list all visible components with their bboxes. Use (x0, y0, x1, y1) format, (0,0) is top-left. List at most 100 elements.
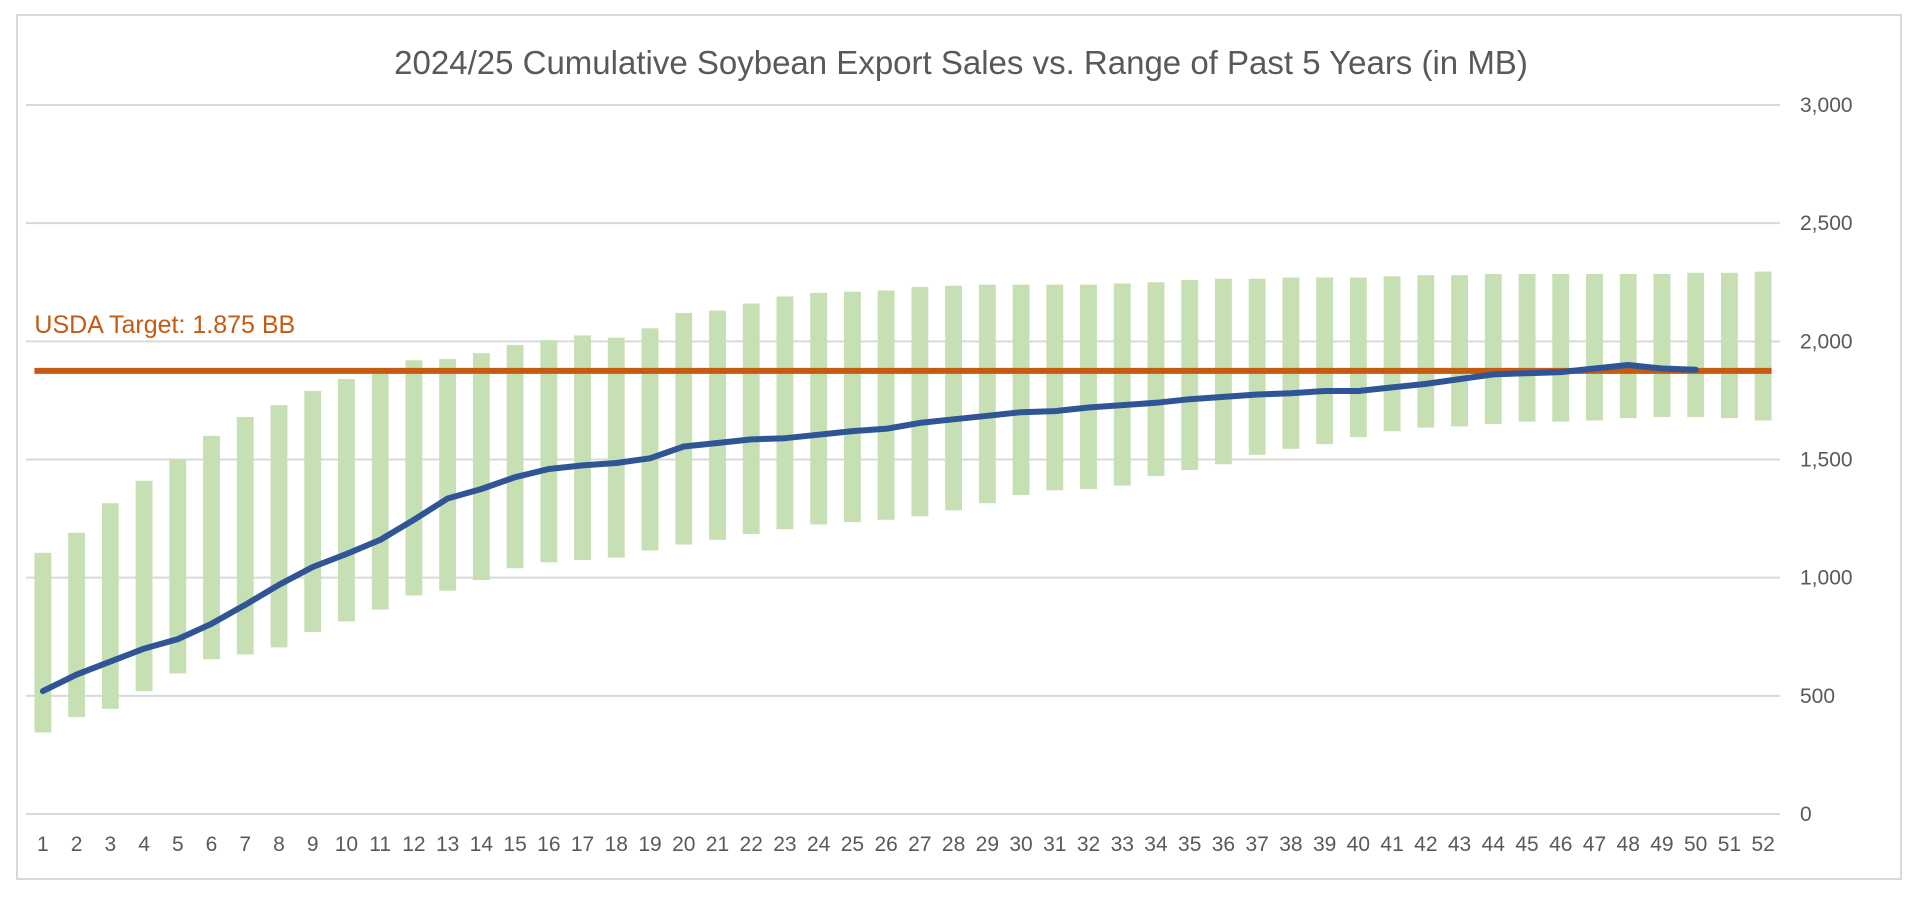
x-tick-label: 42 (1414, 833, 1437, 856)
range-bar (101, 503, 119, 709)
x-tick-label: 50 (1684, 833, 1707, 856)
range-bar (1046, 284, 1064, 491)
x-tick-label: 21 (706, 833, 729, 856)
range-bar (1080, 284, 1097, 490)
x-tick-label: 17 (571, 833, 594, 856)
x-tick-label: 45 (1515, 833, 1538, 856)
range-bar (1720, 272, 1738, 419)
range-bar (843, 291, 861, 523)
x-tick-label: 44 (1482, 833, 1506, 856)
x-tick-label: 36 (1212, 833, 1235, 856)
x-tick-label: 9 (307, 833, 319, 856)
x-tick-label: 1 (37, 833, 49, 856)
range-bar (945, 285, 963, 511)
y-tick-label: 2,000 (1800, 330, 1853, 353)
range-bar (709, 310, 726, 540)
range-bar (203, 435, 220, 660)
x-tick-label: 2 (71, 833, 83, 856)
x-tick-label: 23 (773, 833, 796, 856)
range-bar (1316, 277, 1334, 445)
range-bar (169, 459, 187, 674)
x-tick-label: 31 (1043, 833, 1066, 856)
range-bar (641, 328, 659, 551)
current-line-group (39, 362, 1699, 695)
x-tick-label: 7 (239, 833, 251, 856)
range-bar (270, 405, 288, 648)
current-series-line (39, 362, 1699, 695)
range-bar (236, 416, 254, 655)
range-bar (1518, 273, 1536, 422)
range-bar (135, 480, 153, 692)
x-tick-label: 52 (1751, 833, 1774, 856)
range-bar (776, 296, 794, 530)
x-tick-label: 48 (1617, 833, 1640, 856)
range-bar (675, 312, 693, 545)
x-tick-label: 27 (908, 833, 931, 856)
x-tick-label: 30 (1009, 833, 1032, 856)
range-bar (1754, 271, 1772, 421)
y-tick-label: 500 (1800, 685, 1835, 708)
range-bar (439, 359, 457, 591)
range-bar (338, 379, 355, 622)
range-bar (1349, 277, 1367, 438)
range-bar (1619, 273, 1637, 419)
x-tick-label: 37 (1245, 833, 1268, 856)
x-tick-label: 12 (402, 833, 425, 856)
range-bar (1586, 273, 1603, 421)
range-bar (506, 344, 524, 569)
y-tick-label: 2,500 (1800, 212, 1853, 235)
x-tick-label: 49 (1650, 833, 1673, 856)
chart-frame: 2024/25 Cumulative Soybean Export Sales … (16, 14, 1902, 880)
x-tick-label: 29 (976, 833, 999, 856)
x-tick-label: 11 (369, 833, 391, 856)
x-tick-label: 6 (206, 833, 218, 856)
x-tick-label: 43 (1448, 833, 1471, 856)
x-tick-label: 10 (335, 833, 358, 856)
x-tick-label: 28 (942, 833, 965, 856)
chart-title: 2024/25 Cumulative Soybean Export Sales … (394, 44, 1528, 81)
x-tick-label: 38 (1279, 833, 1302, 856)
range-bar (978, 284, 996, 504)
x-tick-label: 33 (1111, 833, 1134, 856)
x-tick-label: 51 (1718, 833, 1741, 856)
range-bar (1484, 273, 1502, 425)
x-tick-label: 8 (273, 833, 285, 856)
x-tick-label: 16 (537, 833, 560, 856)
range-bar (304, 390, 322, 633)
x-tick-label: 32 (1077, 833, 1100, 856)
range-bar (1417, 275, 1435, 428)
range-bar (1012, 284, 1030, 495)
x-axis-ticks: 1 2 3 4 5 6 7 8 9 10 11 12 13 14 15 16 17 18 19 20 21 22 23 24 2… (37, 833, 1775, 856)
x-tick-label: 4 (138, 833, 150, 856)
range-bar (877, 290, 895, 520)
range-bar (1282, 277, 1300, 449)
target-line-group: USDA Target: 1.875 BB (34, 311, 1772, 374)
range-bar (574, 335, 591, 560)
x-tick-label: 39 (1313, 833, 1336, 856)
range-bar (371, 368, 389, 610)
x-tick-label: 26 (874, 833, 897, 856)
x-tick-label: 41 (1380, 833, 1403, 856)
range-bar (68, 532, 86, 718)
gridlines (26, 104, 1780, 815)
x-tick-label: 19 (638, 833, 661, 856)
range-bar (742, 303, 760, 534)
x-tick-label: 46 (1549, 833, 1572, 856)
x-tick-label: 25 (841, 833, 864, 856)
x-tick-label: 34 (1144, 833, 1168, 856)
range-bar (1552, 273, 1570, 422)
y-tick-label: 0 (1800, 803, 1812, 826)
x-tick-label: 14 (470, 833, 494, 856)
x-tick-label: 22 (740, 833, 763, 856)
range-bar (1383, 276, 1401, 432)
range-bar (405, 360, 423, 596)
y-tick-label: 1,000 (1800, 567, 1853, 590)
range-bar (1451, 275, 1468, 427)
range-bar (810, 292, 828, 525)
x-tick-label: 5 (172, 833, 184, 856)
range-bar (472, 353, 490, 581)
y-axis-ticks: 0 500 1,000 1,500 2,000 2,500 3,000 (1800, 94, 1853, 826)
x-tick-label: 24 (807, 833, 831, 856)
range-bar (1248, 278, 1266, 455)
x-tick-label: 40 (1347, 833, 1370, 856)
